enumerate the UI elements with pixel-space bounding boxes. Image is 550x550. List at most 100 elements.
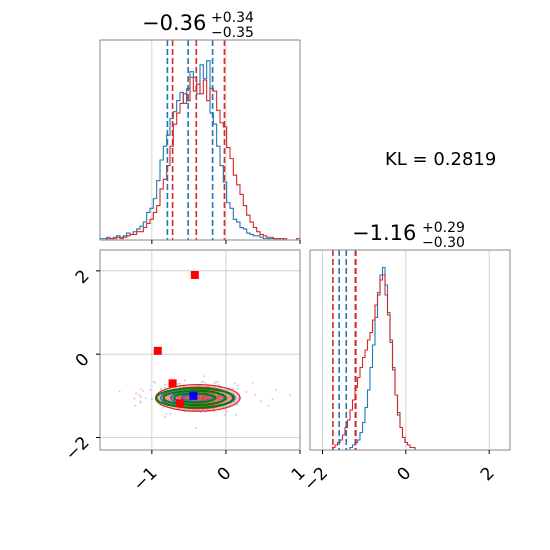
joint-markers <box>153 271 199 408</box>
joint-sample-point <box>204 398 207 401</box>
joint-sample-point <box>224 408 227 411</box>
marginal-param-1-title: −0.36 <box>142 11 206 35</box>
joint-sample-point <box>213 382 216 385</box>
joint-marker-square <box>153 346 162 355</box>
joint-sample-point <box>202 396 205 399</box>
joint-sample-point <box>224 413 226 416</box>
joint-contours <box>154 383 241 412</box>
joint-sample-point <box>217 397 220 400</box>
joint-sample-point <box>162 406 165 409</box>
joint-sample-point <box>165 412 168 415</box>
joint-y-tick-label: 0 <box>72 350 94 372</box>
joint-sample-point <box>152 380 155 383</box>
joint-sample-point <box>154 382 156 384</box>
marginal-param-2-title-minus: −0.30 <box>422 235 465 251</box>
marginal-param-2-title-plus: +0.29 <box>422 220 465 236</box>
joint-sample-point <box>236 384 239 387</box>
joint-sample-point <box>236 403 239 406</box>
joint-sample-point <box>219 398 222 401</box>
joint-sample-point <box>149 388 152 391</box>
joint-sample-point <box>169 412 172 415</box>
joint-sample-point <box>202 397 205 400</box>
joint-sample-point <box>197 396 200 399</box>
joint-sample-point <box>201 398 204 401</box>
marginal-param-2-grid <box>322 250 490 450</box>
joint-sample-point <box>201 380 204 383</box>
joint-sample-point <box>138 394 141 397</box>
marginal-param-2-frame <box>309 249 511 451</box>
joint-sample-point <box>216 381 219 383</box>
marginal-param-2-title: −1.16 <box>352 221 416 245</box>
joint-sample-point <box>157 397 160 400</box>
joint-sample-point <box>201 380 203 383</box>
joint-marker-square <box>190 271 199 279</box>
joint-sample-point <box>139 388 142 390</box>
joint-sample-point <box>203 397 206 400</box>
joint-sample-point <box>135 392 137 395</box>
joint-sample-point <box>200 397 203 399</box>
joint-sample-point <box>271 398 274 401</box>
joint-sample-point <box>209 396 212 399</box>
joint-sample-point <box>139 401 142 404</box>
joint-sample-point <box>177 382 180 385</box>
marginal-param-1-title-minus: −0.35 <box>211 25 254 41</box>
joint-sample-point <box>183 385 185 388</box>
joint-sample-point <box>220 396 223 399</box>
joint-sample-point <box>289 394 291 397</box>
marginal-param-2-ticks: −2 0 2 <box>300 450 499 495</box>
joint-sample-point <box>179 382 181 385</box>
joint-sample-point <box>151 398 153 401</box>
joint-sample-point <box>163 416 166 418</box>
joint-sample-point <box>206 398 209 401</box>
joint-x-tick-label: −1 <box>130 463 162 495</box>
joint-sample-point <box>164 383 167 386</box>
marginal-param-1-title-plus: +0.34 <box>211 10 254 26</box>
joint-sample-point <box>204 381 207 384</box>
joint-sample-point <box>202 396 205 399</box>
joint-sample-point <box>207 397 210 400</box>
joint-sample-point <box>160 387 162 390</box>
kl-divergence-label: KL = 0.2819 <box>385 149 496 170</box>
marginal-param-2-histogram-series-blue <box>310 266 510 450</box>
joint-sample-point <box>142 389 145 392</box>
marginal-param-1-x-ticks <box>151 240 301 244</box>
joint-marker-square <box>168 379 177 388</box>
joint-sample-point <box>267 404 270 407</box>
joint-sample-point <box>160 388 162 391</box>
joint-frame <box>99 249 301 451</box>
marginal-param-1-quantile-lines <box>166 40 226 240</box>
joint-sample-point <box>139 396 142 398</box>
joint-sample-point <box>145 397 147 400</box>
joint-sample-point <box>198 396 200 399</box>
joint-sample-point <box>197 397 200 400</box>
marginal-param-1-title-value: −0.36 <box>142 11 206 35</box>
marginal-param-1-panel: −0.36 +0.34 −0.35 <box>99 10 301 244</box>
joint-grid <box>100 250 301 450</box>
joint-sample-point <box>118 390 121 393</box>
joint-marker-square <box>189 391 198 400</box>
joint-sample-point <box>213 410 216 413</box>
marginal-param-2-histogram-series-red <box>310 274 510 450</box>
marginal-param-2-x-tick-label: 2 <box>477 463 499 485</box>
joint-sample-point <box>225 410 228 413</box>
joint-contour-green <box>155 387 235 409</box>
joint-sample-point <box>177 396 180 399</box>
joint-sample-point <box>235 413 238 416</box>
joint-sample-point <box>198 396 201 399</box>
marginal-param-2-title-value: −1.16 <box>352 221 416 245</box>
joint-panel: −1 0 1−202 <box>62 249 310 495</box>
joint-sample-point <box>183 379 186 382</box>
marginal-param-2-x-tick-label: 0 <box>394 463 416 485</box>
joint-sample-point <box>217 396 220 398</box>
joint-sample-point <box>183 396 186 399</box>
marginal-param-2-panel: −2 0 2 −1.16 +0.29 −0.30 <box>300 220 511 495</box>
joint-sample-point <box>232 387 234 390</box>
joint-sample-point <box>201 398 204 400</box>
marginal-param-1-frame <box>99 39 301 241</box>
joint-sample-point <box>198 394 201 397</box>
joint-sample-point <box>201 395 204 398</box>
joint-sample-point <box>133 397 136 400</box>
joint-x-tick-label: 0 <box>214 463 236 485</box>
marginal-param-2-quantile-lines <box>332 250 357 450</box>
